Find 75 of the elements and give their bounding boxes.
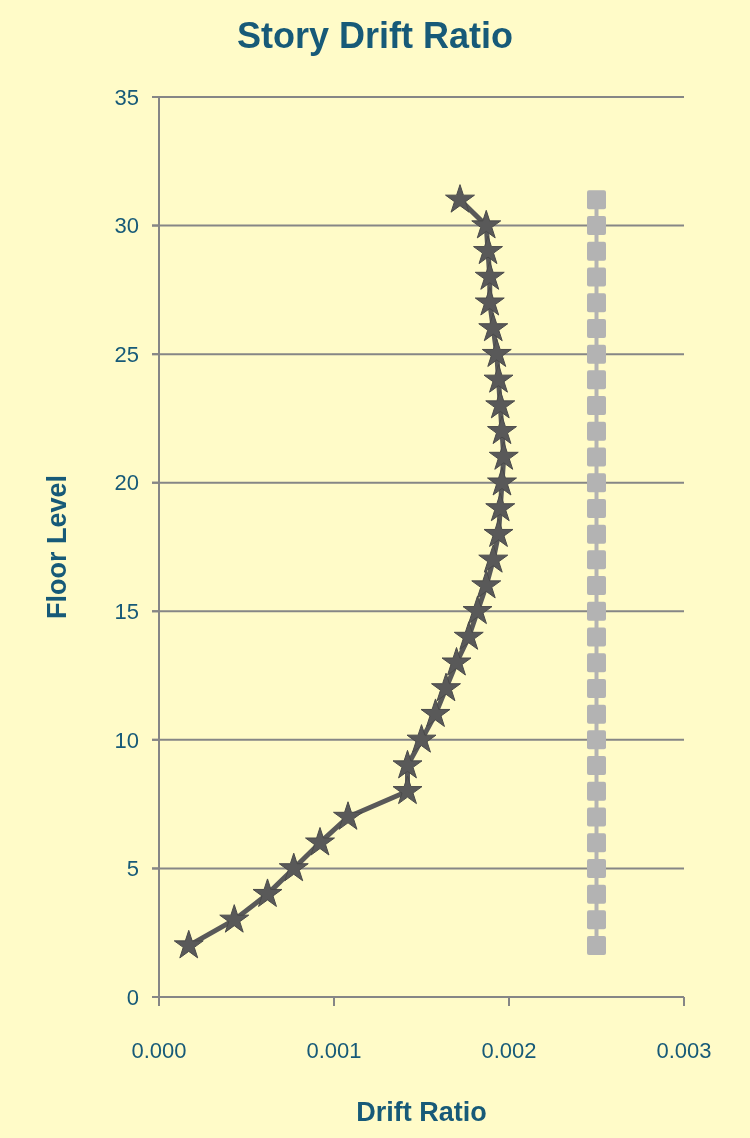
point (392, 775, 423, 805)
point (587, 781, 606, 801)
point (406, 724, 437, 753)
point (587, 653, 606, 673)
point (392, 749, 423, 779)
point (587, 447, 606, 467)
point (473, 235, 503, 265)
point (481, 338, 512, 367)
y-tick-label: 30 (114, 213, 139, 239)
y-tick-label: 25 (114, 341, 139, 367)
point (441, 647, 472, 676)
chart-title: Story Drift Ratio (236, 15, 514, 56)
point (487, 467, 517, 496)
point (305, 827, 335, 856)
x-tick-label: 0.001 (306, 1038, 362, 1063)
point (587, 678, 606, 698)
point (587, 550, 606, 570)
point (587, 858, 606, 878)
point (587, 807, 606, 827)
point (587, 576, 606, 596)
point (474, 287, 505, 316)
point (173, 929, 204, 959)
point (587, 344, 606, 364)
point (278, 852, 309, 882)
point (587, 524, 606, 544)
point (587, 601, 606, 621)
x-axis-title: Drift Ratio (356, 1097, 487, 1127)
point (483, 364, 514, 393)
point (219, 904, 250, 933)
point (431, 672, 461, 702)
point (587, 756, 606, 776)
point (453, 621, 484, 650)
point (478, 544, 509, 573)
point (587, 241, 606, 261)
point (488, 441, 519, 470)
point (333, 801, 363, 830)
x-tick-label: 0.000 (131, 1038, 187, 1063)
point (587, 730, 606, 750)
y-tick-label: 35 (114, 84, 139, 110)
point (474, 261, 505, 290)
point (487, 415, 517, 445)
point (587, 833, 606, 853)
y-tick-label: 20 (114, 470, 139, 496)
point (587, 370, 606, 390)
point (483, 518, 514, 547)
point (587, 884, 606, 904)
y-tick-label: 10 (114, 727, 139, 753)
point (471, 569, 502, 599)
point (587, 216, 606, 236)
point (587, 627, 606, 647)
y-tick-label: 0 (126, 984, 139, 1010)
x-tick-label: 0.002 (481, 1038, 537, 1063)
point (420, 698, 451, 727)
point (462, 595, 493, 625)
point (587, 421, 606, 441)
point (478, 312, 509, 342)
y-tick-label: 5 (126, 856, 139, 882)
point (587, 936, 606, 956)
x-tick-label: 0.003 (656, 1038, 712, 1063)
point (485, 492, 516, 522)
point (445, 184, 475, 213)
point (587, 318, 606, 338)
point (587, 704, 606, 724)
y-axis-title: Floor Level (42, 474, 72, 620)
point (252, 878, 283, 907)
point (587, 267, 606, 287)
point (587, 396, 606, 416)
y-tick-label: 15 (114, 598, 139, 624)
point (587, 498, 606, 518)
point (587, 293, 606, 313)
point (587, 473, 606, 493)
point (485, 389, 516, 419)
point (587, 910, 606, 930)
point (471, 209, 502, 239)
point (587, 190, 606, 210)
